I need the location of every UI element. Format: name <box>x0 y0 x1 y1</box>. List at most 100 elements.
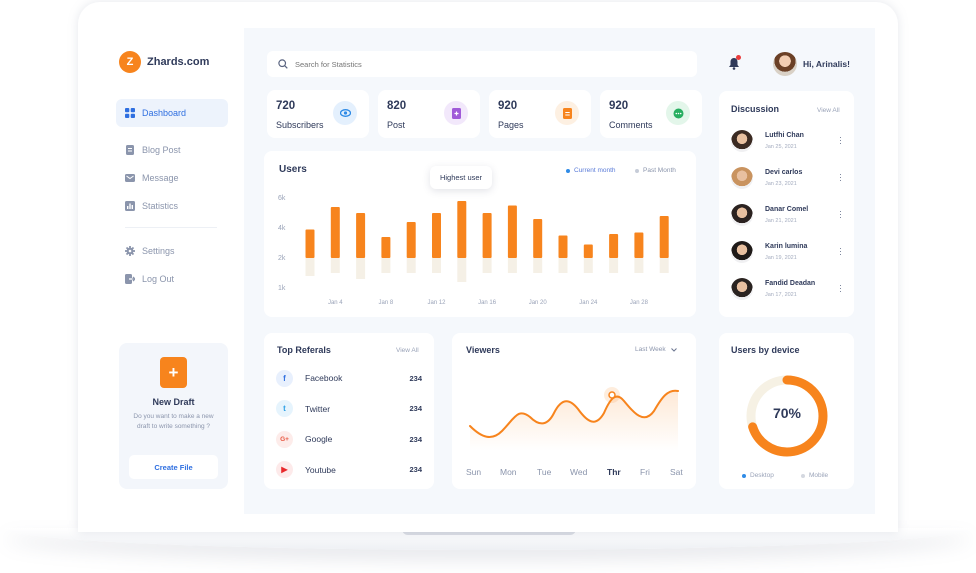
discussion-item[interactable]: Danar Comel Jan 21, 2021 · · · <box>731 202 846 230</box>
avatar <box>731 241 753 263</box>
sidebar-item-log-out[interactable]: Log Out <box>116 265 228 293</box>
x-tick-label: Jan 28 <box>630 300 649 306</box>
referral-item[interactable]: f Facebook 234 <box>276 367 422 389</box>
bar-current-month[interactable] <box>634 232 644 259</box>
sidebar-item-label: Settings <box>142 246 175 256</box>
logo-mark-icon: Z <box>119 51 141 73</box>
bar-current-month[interactable] <box>406 222 416 258</box>
bar-past-month <box>558 258 568 273</box>
viewers-card: Viewers Last Week Sun Mon Tue Wed Thr Fri Sat <box>452 333 696 489</box>
bar-past-month <box>330 258 340 273</box>
referral-item[interactable]: ▶ Youtube 234 <box>276 459 422 481</box>
bar-current-month[interactable] <box>381 237 391 258</box>
more-options-icon[interactable]: · · · <box>839 206 842 222</box>
discussion-date: Jan 23, 2021 <box>765 181 797 187</box>
stat-label: Post <box>387 120 406 130</box>
day-label: Sat <box>670 467 683 477</box>
stat-value: 920 <box>498 100 518 112</box>
file-plus-icon: + <box>160 357 187 388</box>
bar-current-month[interactable] <box>356 213 366 258</box>
legend-label: Current month <box>574 167 616 174</box>
stat-value: 920 <box>609 100 629 112</box>
legend-past-month[interactable]: Past Month <box>635 167 676 174</box>
sidebar-item-settings[interactable]: Settings <box>116 237 228 265</box>
stat-card-subscribers[interactable]: 720 Subscribers <box>267 90 369 138</box>
discussion-user-name: Karin lumina <box>765 243 808 250</box>
twitter-icon: t <box>276 400 293 417</box>
bar-past-month <box>634 258 644 273</box>
referral-count: 234 <box>409 404 422 413</box>
bar-past-month <box>432 258 441 273</box>
stat-card-pages[interactable]: 920 Pages <box>489 90 591 138</box>
x-tick-label: Jan 20 <box>529 300 548 306</box>
y-tick-label: 2k <box>278 255 286 262</box>
document-icon <box>126 145 134 155</box>
bar-past-month <box>533 258 543 273</box>
legend-label: Mobile <box>809 472 829 479</box>
referral-item[interactable]: t Twitter 234 <box>276 398 422 420</box>
day-label: Fri <box>640 467 650 477</box>
bar-current-month[interactable] <box>583 244 593 259</box>
brand-logo[interactable]: Z Zhards.com <box>119 51 209 73</box>
more-options-icon[interactable]: · · · <box>839 169 842 185</box>
bar-current-month[interactable] <box>533 219 543 258</box>
viewers-title: Viewers <box>466 345 500 355</box>
bar-current-month[interactable] <box>507 205 517 259</box>
more-options-icon[interactable]: · · · <box>839 132 842 148</box>
more-options-icon[interactable]: · · · <box>839 243 842 259</box>
notification-dot <box>736 55 741 60</box>
eye-icon <box>333 101 357 125</box>
more-options-icon[interactable]: · · · <box>839 280 842 296</box>
bar-current-month[interactable] <box>482 213 492 258</box>
bar-current-month[interactable] <box>457 201 467 258</box>
referrals-view-all-link[interactable]: View All <box>396 347 419 354</box>
bar-current-month[interactable] <box>659 216 669 258</box>
legend-label: Past Month <box>643 167 676 174</box>
sidebar-item-dashboard[interactable]: Dashboard <box>116 99 228 127</box>
referral-count: 234 <box>409 465 422 474</box>
day-label: Tue <box>537 467 552 477</box>
referral-name: Youtube <box>305 464 336 475</box>
stat-value: 720 <box>276 100 296 112</box>
search-bar[interactable] <box>267 51 697 77</box>
bar-current-month[interactable] <box>330 207 340 258</box>
day-label: Mon <box>500 467 517 477</box>
stat-card-post[interactable]: 820 Post <box>378 90 480 138</box>
bar-current-month[interactable] <box>609 234 619 258</box>
highest-user-tooltip: Highest user <box>430 166 492 189</box>
search-icon <box>278 59 288 69</box>
bar-current-month[interactable] <box>558 235 568 259</box>
users-bar-chart: 6k 4k 2k 1k Jan 4 Jan 8 Jan 12 Jan 16 Jan 20 Jan … <box>278 195 669 306</box>
bar-past-month <box>482 258 492 273</box>
discussion-item[interactable]: Devi carlos Jan 23, 2021 · · · <box>731 165 846 193</box>
user-avatar[interactable] <box>773 52 797 76</box>
users-by-device-card: Users by device 70% Desktop Mobile <box>719 333 854 489</box>
highlight-point[interactable] <box>608 391 616 399</box>
stat-label: Pages <box>498 120 524 130</box>
discussion-item[interactable]: Fandid Deadan Jan 17, 2021 · · · <box>731 276 846 304</box>
period-dropdown[interactable]: Last Week <box>635 346 677 353</box>
discussion-item[interactable]: Lutfhi Chan Jan 25, 2021 · · · <box>731 128 846 156</box>
bar-current-month[interactable] <box>305 229 315 259</box>
referral-item[interactable]: G+ Google 234 <box>276 428 422 450</box>
sidebar-item-message[interactable]: Message <box>116 164 228 192</box>
period-label: Last Week <box>635 346 666 353</box>
bar-current-month[interactable] <box>432 213 441 258</box>
x-tick-label: Jan 12 <box>427 300 446 306</box>
sidebar-item-statistics[interactable]: Statistics <box>116 192 228 220</box>
create-file-button[interactable]: Create File <box>129 455 218 479</box>
stat-card-comments[interactable]: 920 Comments <box>600 90 702 138</box>
discussion-date: Jan 25, 2021 <box>765 144 797 150</box>
search-input[interactable] <box>295 59 675 69</box>
legend-mobile[interactable]: Mobile <box>801 472 828 479</box>
legend-desktop[interactable]: Desktop <box>742 472 774 479</box>
viewers-area-chart <box>469 387 679 451</box>
discussion-view-all-link[interactable]: View All <box>817 107 840 114</box>
sidebar-item-blog-post[interactable]: Blog Post <box>116 136 228 164</box>
device-title: Users by device <box>731 345 800 355</box>
discussion-item[interactable]: Karin lumina Jan 19, 2021 · · · <box>731 239 846 267</box>
bell-icon[interactable] <box>728 57 740 70</box>
legend-current-month[interactable]: Current month <box>566 167 616 174</box>
bar-past-month <box>659 258 669 273</box>
